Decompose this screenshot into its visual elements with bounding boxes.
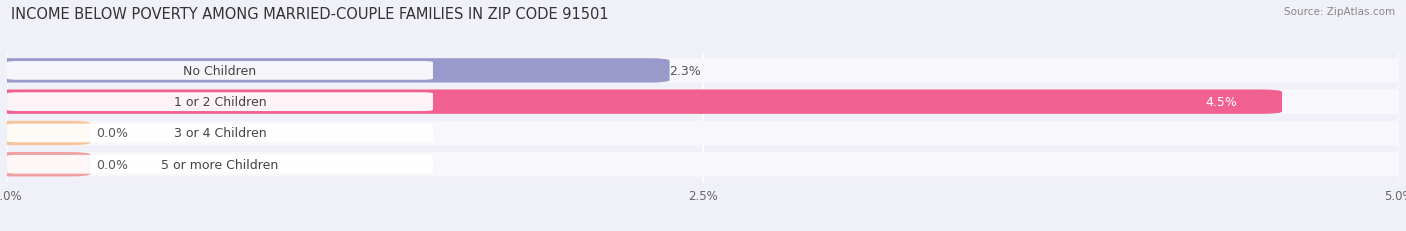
FancyBboxPatch shape	[0, 90, 1282, 114]
FancyBboxPatch shape	[0, 59, 1406, 83]
FancyBboxPatch shape	[7, 155, 433, 174]
FancyBboxPatch shape	[0, 90, 1406, 114]
FancyBboxPatch shape	[7, 62, 433, 80]
FancyBboxPatch shape	[0, 152, 1406, 177]
FancyBboxPatch shape	[7, 93, 433, 112]
Text: 5 or more Children: 5 or more Children	[162, 158, 278, 171]
FancyBboxPatch shape	[0, 121, 1406, 146]
Text: 1 or 2 Children: 1 or 2 Children	[174, 96, 266, 109]
Text: Source: ZipAtlas.com: Source: ZipAtlas.com	[1284, 7, 1395, 17]
Text: 3 or 4 Children: 3 or 4 Children	[174, 127, 266, 140]
FancyBboxPatch shape	[0, 121, 90, 146]
Text: 4.5%: 4.5%	[1205, 96, 1237, 109]
Text: 2.3%: 2.3%	[669, 65, 702, 78]
FancyBboxPatch shape	[0, 59, 669, 83]
FancyBboxPatch shape	[0, 152, 90, 177]
Text: INCOME BELOW POVERTY AMONG MARRIED-COUPLE FAMILIES IN ZIP CODE 91501: INCOME BELOW POVERTY AMONG MARRIED-COUPL…	[11, 7, 609, 22]
FancyBboxPatch shape	[7, 124, 433, 143]
Text: 0.0%: 0.0%	[96, 158, 128, 171]
Text: 0.0%: 0.0%	[96, 127, 128, 140]
Text: No Children: No Children	[183, 65, 256, 78]
